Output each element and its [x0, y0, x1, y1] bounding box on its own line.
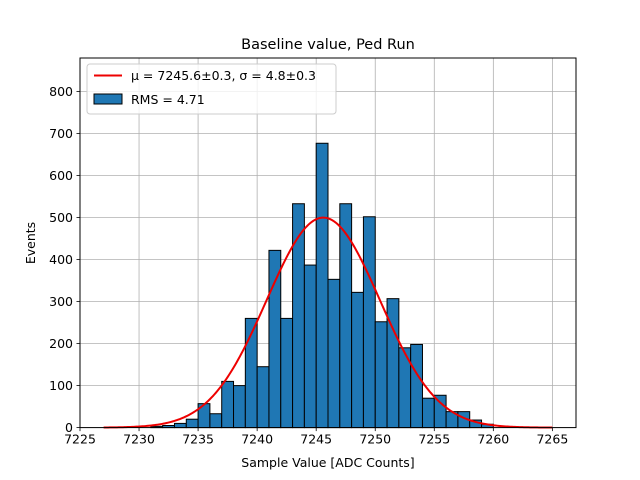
histogram-bar [315, 142, 329, 429]
legend-fit-label: μ = 7245.6±0.3, σ = 4.8±0.3 [131, 68, 316, 83]
histogram-bar [303, 264, 317, 429]
y-tick-label: 800 [49, 84, 73, 99]
x-axis-label: Sample Value [ADC Counts] [241, 455, 414, 470]
legend-histogram-label: RMS = 4.71 [131, 92, 205, 107]
y-tick-label: 200 [49, 336, 73, 351]
x-tick-label: 7255 [418, 432, 450, 447]
legend-box [86, 63, 337, 115]
x-tick-label: 7240 [241, 432, 273, 447]
y-tick-label: 600 [49, 168, 73, 183]
histogram-bar [173, 422, 187, 429]
histogram-bar [351, 291, 364, 429]
histogram-bar [362, 216, 376, 429]
y-axis-label: Events [23, 222, 38, 264]
x-tick-label: 7225 [64, 432, 96, 447]
histogram-bar [327, 278, 341, 429]
x-tick-label: 7260 [477, 432, 509, 447]
x-tick-label: 7230 [123, 432, 155, 447]
histogram-bar [421, 397, 435, 429]
gaussian-fit-curve [103, 216, 553, 429]
y-tick-label: 300 [49, 294, 73, 309]
y-tick-label: 0 [65, 420, 73, 435]
x-tick-label: 7250 [359, 432, 391, 447]
histogram-bar [185, 418, 199, 429]
axes-frame [79, 57, 577, 429]
histogram-bar [233, 385, 246, 429]
histogram-bar [256, 366, 270, 429]
chart-title: Baseline value, Ped Run [241, 37, 415, 53]
histogram-bar [268, 249, 282, 429]
axis-ticks: 7225 7230 7235 7240 7245 7250 7255 7260 7265 0 100… [49, 84, 568, 447]
y-tick-label: 500 [49, 210, 73, 225]
y-tick-label: 700 [49, 126, 73, 141]
histogram-bar [374, 321, 388, 429]
legend: μ = 7245.6±0.3, σ = 4.8±0.3 RMS = 4.71 [86, 63, 337, 115]
histogram-bars [150, 142, 494, 429]
x-tick-label: 7265 [536, 432, 568, 447]
histogram-bar [410, 343, 423, 429]
y-tick-label: 400 [49, 252, 73, 267]
y-tick-label: 100 [49, 378, 73, 393]
histogram-bar [339, 203, 353, 429]
histogram-bar [280, 317, 294, 429]
histogram-bar [221, 380, 235, 429]
histogram-bar [209, 413, 223, 429]
histogram-bar [433, 394, 447, 429]
legend-histogram-swatch [93, 93, 123, 105]
x-tick-label: 7245 [300, 432, 332, 447]
x-tick-label: 7235 [182, 432, 214, 447]
